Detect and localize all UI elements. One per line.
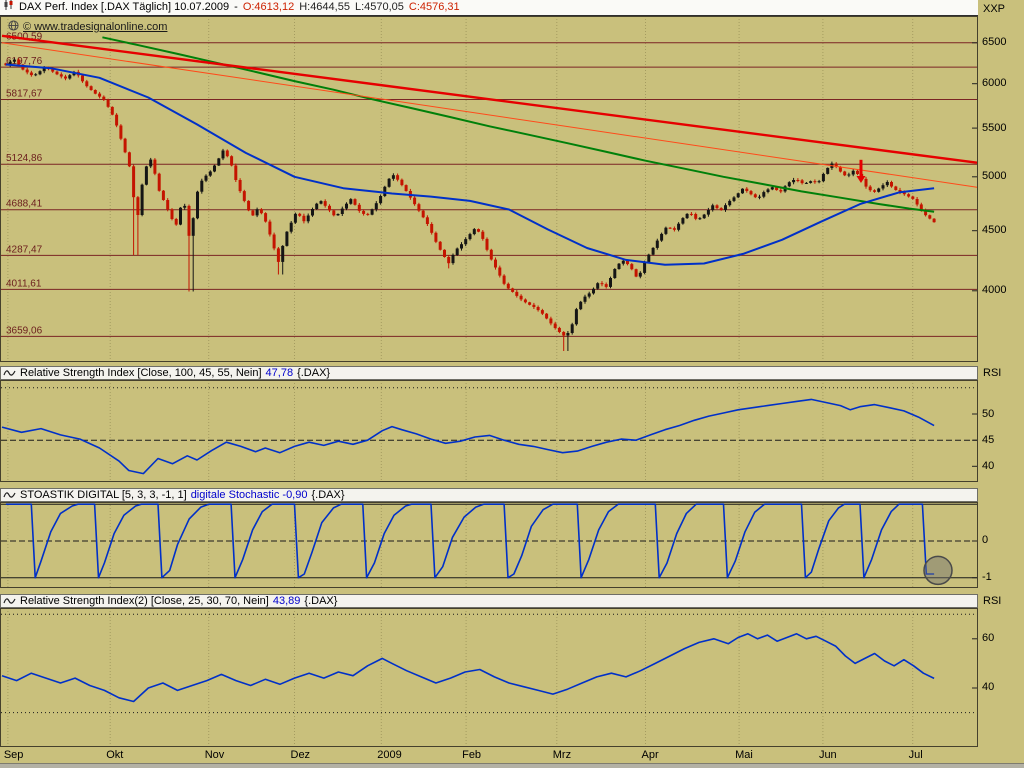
y-axis-label: 6000 bbox=[982, 77, 1007, 90]
indicator-symbol: {.DAX} bbox=[304, 595, 338, 607]
indicator-icon bbox=[3, 489, 16, 502]
close-value: C:4576,31 bbox=[408, 1, 460, 13]
y-axis-label: 0 bbox=[982, 534, 989, 547]
svg-text:3659,06: 3659,06 bbox=[6, 325, 43, 336]
time-axis[interactable] bbox=[0, 747, 1024, 763]
rsi2-axis-corner-label: RSI bbox=[983, 595, 1002, 607]
y-axis-label: 4000 bbox=[982, 284, 1007, 297]
watermark: © www.tradesignalonline.com bbox=[8, 20, 167, 34]
indicator-icon bbox=[3, 367, 16, 380]
rsi-chart[interactable] bbox=[0, 380, 978, 482]
y-axis-label: 40 bbox=[982, 681, 995, 694]
svg-text:6197,76: 6197,76 bbox=[6, 56, 43, 67]
month-label: Apr bbox=[641, 749, 659, 761]
month-label: Jun bbox=[818, 749, 837, 761]
y-axis-label: 50 bbox=[982, 407, 995, 420]
y-axis-label: 6500 bbox=[982, 36, 1007, 49]
open-value: O:4613,12 bbox=[242, 1, 295, 13]
indicator-icon bbox=[3, 595, 16, 608]
globe-icon bbox=[8, 20, 19, 34]
y-axis-label: 5500 bbox=[982, 121, 1007, 134]
month-label: Mrz bbox=[552, 749, 572, 761]
indicator-value: 43,89 bbox=[272, 595, 301, 607]
month-label: Okt bbox=[106, 749, 124, 761]
low-value: L:4570,05 bbox=[354, 1, 404, 13]
rsi-axis-corner-label: RSI bbox=[983, 367, 1002, 379]
chart-title: DAX Perf. Index [.DAX Täglich] 10.07.200… bbox=[19, 1, 230, 13]
month-label: Jul bbox=[908, 749, 923, 761]
main-price-chart[interactable]: 6500,59 6197,76 5817,67 5124,86 4688,41 4287,… bbox=[0, 16, 978, 362]
svg-text:4287,47: 4287,47 bbox=[6, 244, 43, 255]
high-value: H:4644,55 bbox=[299, 1, 350, 13]
top-right-corner-label: XXP bbox=[983, 3, 1006, 15]
indicator-title: STOASTIK DIGITAL [5, 3, 3, -1, 1] bbox=[20, 489, 187, 501]
indicator-title: Relative Strength Index(2) [Close, 25, 3… bbox=[20, 595, 269, 607]
y-axis-label: 45 bbox=[982, 433, 995, 446]
y-axis-label: 5000 bbox=[982, 170, 1007, 183]
horizontal-scrollbar[interactable] bbox=[0, 763, 1024, 768]
chart-title-bar[interactable]: DAX Perf. Index [.DAX Täglich] 10.07.200… bbox=[0, 0, 978, 16]
month-label: Nov bbox=[204, 749, 225, 761]
indicator-symbol: {.DAX} bbox=[311, 489, 345, 501]
rsi2-chart[interactable] bbox=[0, 608, 978, 747]
svg-text:4011,61: 4011,61 bbox=[6, 278, 42, 289]
stochastic-panel-header[interactable]: STOASTIK DIGITAL [5, 3, 3, -1, 1] digita… bbox=[0, 488, 978, 502]
month-label: Dez bbox=[290, 749, 311, 761]
y-axis-label: 4500 bbox=[982, 224, 1007, 237]
rsi2-panel-header[interactable]: Relative Strength Index(2) [Close, 25, 3… bbox=[0, 594, 978, 608]
svg-text:5817,67: 5817,67 bbox=[6, 89, 43, 100]
title-separator: - bbox=[234, 1, 238, 13]
y-axis-label: 60 bbox=[982, 632, 995, 645]
candlestick-chart-icon bbox=[3, 0, 14, 16]
indicator-value: 47,78 bbox=[265, 367, 294, 379]
indicator-value: digitale Stochastic -0,90 bbox=[190, 489, 308, 501]
svg-text:6500,59: 6500,59 bbox=[6, 32, 43, 43]
month-label: Sep bbox=[3, 749, 24, 761]
month-label: Feb bbox=[462, 749, 482, 761]
indicator-title: Relative Strength Index [Close, 100, 45,… bbox=[20, 367, 262, 379]
month-label: Mai bbox=[735, 749, 753, 761]
month-label: 2009 bbox=[377, 749, 402, 761]
svg-text:4688,41: 4688,41 bbox=[6, 199, 43, 210]
indicator-symbol: {.DAX} bbox=[297, 367, 331, 379]
svg-text:5124,86: 5124,86 bbox=[6, 153, 43, 164]
rsi-panel-header[interactable]: Relative Strength Index [Close, 100, 45,… bbox=[0, 366, 978, 380]
y-axis-label: 40 bbox=[982, 459, 995, 472]
watermark-text: © www.tradesignalonline.com bbox=[23, 21, 168, 33]
stochastic-chart[interactable] bbox=[0, 502, 978, 588]
y-axis-label: -1 bbox=[982, 571, 992, 584]
